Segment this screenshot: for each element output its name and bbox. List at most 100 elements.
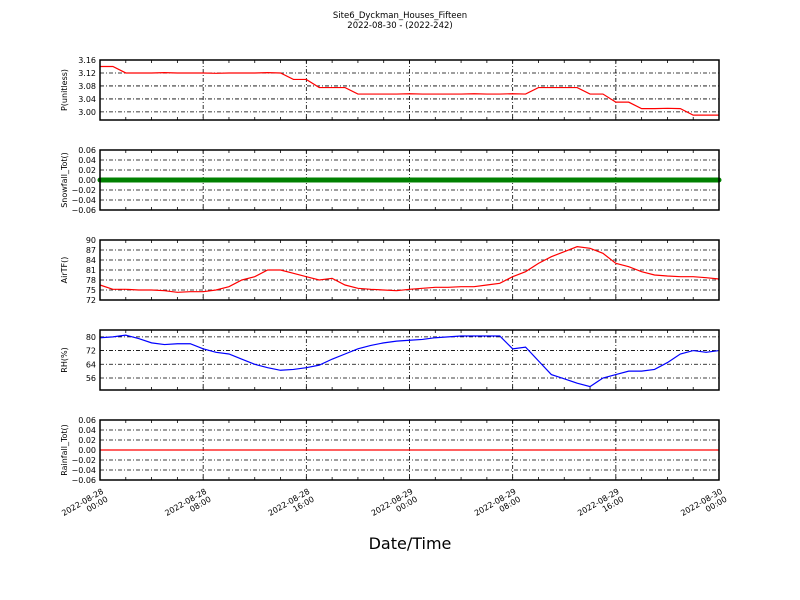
data-point <box>432 177 438 183</box>
y-tick-label: 3.08 <box>78 82 96 91</box>
data-point <box>278 177 284 183</box>
data-point <box>149 177 155 183</box>
y-tick-label: −0.02 <box>71 456 96 465</box>
y-axis-label: P(unitless) <box>60 69 69 111</box>
x-axis-label: Date/Time <box>368 534 452 553</box>
y-tick-label: 75 <box>86 286 96 295</box>
data-point <box>303 177 309 183</box>
data-point <box>174 177 180 183</box>
data-point <box>652 177 658 183</box>
chart-title-text: Site6_Dyckman_Houses_Fifteen <box>332 11 468 21</box>
data-point <box>290 177 296 183</box>
data-point <box>200 177 206 183</box>
panel-3: 80 72 64 56 RH(%) <box>60 329 720 391</box>
data-point <box>161 177 167 183</box>
x-tick-label: 2022-08-2908:00 <box>473 487 522 526</box>
data-point <box>677 177 683 183</box>
data-point <box>548 177 554 183</box>
y-tick-label: 84 <box>86 256 96 265</box>
data-point <box>407 177 412 183</box>
series-line <box>99 334 720 388</box>
y-tick-label: 0.06 <box>78 146 96 155</box>
y-axis-label: AirTF() <box>60 257 69 284</box>
data-point <box>497 177 503 183</box>
y-tick-label: 64 <box>86 360 96 369</box>
data-point <box>123 177 129 183</box>
data-point <box>136 177 142 183</box>
panel-4: 0.060.040.020.00−0.02−0.04−0.06Rainfall_… <box>60 416 720 485</box>
data-point <box>639 177 645 183</box>
data-point <box>510 177 516 183</box>
y-tick-label: 3.04 <box>78 95 96 104</box>
y-tick-label: −0.06 <box>71 476 96 485</box>
y-tick-label: 0.02 <box>78 166 96 175</box>
data-point <box>587 177 593 183</box>
data-point <box>394 177 400 183</box>
data-point <box>535 177 541 183</box>
x-tick-label: 2022-08-2808:00 <box>163 487 212 526</box>
data-point <box>484 177 490 183</box>
y-tick-label: 72 <box>86 296 96 305</box>
data-point <box>316 177 322 183</box>
data-point <box>458 177 464 183</box>
y-tick-label: −0.04 <box>71 466 96 475</box>
y-tick-label: 0.04 <box>78 156 96 165</box>
data-point <box>187 177 193 183</box>
series-line <box>100 65 719 116</box>
y-tick-label: 0.02 <box>78 436 96 445</box>
y-tick-label: −0.06 <box>71 206 96 215</box>
y-tick-label: 0.00 <box>78 176 96 185</box>
data-point <box>600 177 606 183</box>
data-point <box>523 177 529 183</box>
data-point <box>419 177 425 183</box>
data-point <box>265 177 271 183</box>
chart-subtitle: 2022-08-30 - (2022-242) <box>347 21 453 31</box>
y-tick-label: 3.12 <box>78 69 96 78</box>
y-tick-label: 80 <box>86 333 96 342</box>
panel-frame <box>99 59 720 121</box>
y-tick-label: 81 <box>86 266 96 275</box>
series-line <box>99 246 720 293</box>
data-point <box>471 177 477 183</box>
data-point <box>110 177 116 183</box>
data-point <box>252 177 258 183</box>
y-tick-label: 90 <box>86 236 96 245</box>
y-tick-label: 3.00 <box>78 108 96 117</box>
x-tick-label: 2022-08-2800:00 <box>60 487 109 526</box>
data-point <box>381 177 387 183</box>
data-point <box>213 177 219 183</box>
chart-title: Site6_Dyckman_Houses_Fifteen 2022-08-30 … <box>0 11 800 31</box>
y-axis-label: RH(%) <box>60 347 69 372</box>
y-tick-label: 0.06 <box>78 416 96 425</box>
y-tick-label: 87 <box>86 246 96 255</box>
data-point <box>703 177 709 183</box>
y-tick-label: 78 <box>86 276 96 285</box>
y-tick-label: 3.16 <box>78 56 96 65</box>
panel-frame <box>99 149 720 211</box>
y-tick-label: 72 <box>86 347 96 356</box>
data-point <box>226 177 232 183</box>
y-axis-label: Rainfall_Tot() <box>60 424 69 476</box>
data-point <box>626 177 632 183</box>
panel-frame <box>99 239 720 301</box>
x-tick-label: 2022-08-3000:00 <box>679 487 728 526</box>
data-point <box>664 177 670 183</box>
y-axis-label: Snowfall_Tot() <box>60 152 69 208</box>
x-tick-label: 2022-08-2816:00 <box>267 487 316 526</box>
x-tick-label: 2022-08-2900:00 <box>370 487 419 526</box>
data-point <box>561 177 567 183</box>
data-point <box>574 177 580 183</box>
y-tick-label: 0.00 <box>78 446 96 455</box>
data-point <box>368 177 374 183</box>
data-point <box>342 177 348 183</box>
y-tick-label: −0.02 <box>71 186 96 195</box>
y-tick-label: −0.04 <box>71 196 96 205</box>
x-tick-label: 2022-08-2916:00 <box>576 487 625 526</box>
data-point <box>329 177 335 183</box>
panel-frame <box>99 329 720 391</box>
y-tick-label: 0.04 <box>78 426 96 435</box>
panel-0: 3.16 3.12 3.08 3.04 3.00 P(unitless) <box>60 56 720 121</box>
data-point <box>445 177 451 183</box>
